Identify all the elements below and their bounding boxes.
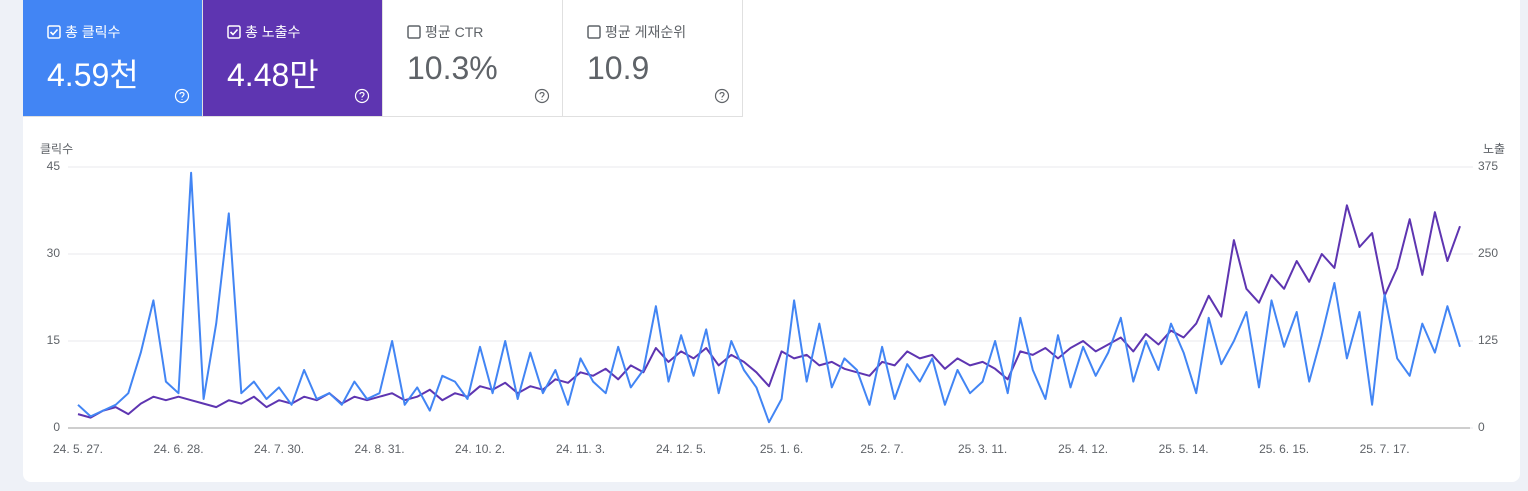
checkbox-box: [407, 25, 421, 39]
help-icon[interactable]: [354, 88, 370, 104]
help-mark: [359, 91, 365, 100]
x-tick-label: 24. 8. 31.: [355, 442, 405, 456]
checkbox: [407, 25, 421, 39]
help-icon[interactable]: [534, 88, 550, 104]
checkmark: [229, 28, 239, 36]
panel: 총 클릭수 4.59천 총 노출수 4.48만 평균 CTR 10.3% 평균 게재순위 10…: [23, 0, 1520, 482]
x-tick-label: 24. 7. 30.: [254, 442, 304, 456]
help-circle: [174, 88, 190, 104]
metric-value: 10.9: [587, 50, 650, 86]
y2-tick-label: 0: [1478, 420, 1485, 434]
y2-tick-label: 125: [1478, 333, 1498, 347]
metric-label: 평균 게재순위: [605, 24, 687, 40]
y-tick-label: 0: [53, 420, 60, 434]
x-tick-label: 24. 6. 28.: [153, 442, 203, 456]
metric-value: 4.48만: [227, 57, 319, 93]
checkbox: [227, 25, 241, 39]
y-tick-label: 15: [47, 333, 61, 347]
help-circle: [714, 88, 730, 104]
x-tick-label: 24. 10. 2.: [455, 442, 505, 456]
y-tick-label: 45: [47, 159, 61, 173]
x-tick-label: 24. 12. 5.: [656, 442, 706, 456]
x-tick-label: 25. 5. 14.: [1159, 442, 1209, 456]
metric-label: 총 노출수: [245, 24, 301, 40]
checkbox: [587, 25, 601, 39]
help-circle: [534, 88, 550, 104]
series-line: [77, 204, 1461, 419]
help-icon[interactable]: [174, 88, 190, 104]
y-tick-label: 30: [47, 246, 61, 260]
x-tick-label: 25. 7. 17.: [1360, 442, 1410, 456]
x-tick-label: 25. 4. 12.: [1058, 442, 1108, 456]
y2-tick-label: 250: [1478, 246, 1498, 260]
series-line: [77, 171, 1461, 424]
metric-label: 총 클릭수: [65, 24, 121, 40]
y2-axis-title: 노출: [1483, 142, 1505, 156]
y-axis-title: 클릭수: [40, 142, 73, 156]
x-tick-label: 24. 5. 27.: [53, 442, 103, 456]
help-mark: [179, 91, 185, 100]
metric-value: 10.3%: [407, 50, 498, 86]
checkbox-box: [587, 25, 601, 39]
x-tick-label: 25. 6. 15.: [1259, 442, 1309, 456]
metric-label: 평균 CTR: [425, 24, 484, 40]
x-tick-label: 25. 2. 7.: [860, 442, 903, 456]
help-mark: [719, 91, 725, 100]
x-tick-label: 24. 11. 3.: [556, 442, 605, 456]
metric-value: 4.59천: [47, 57, 139, 93]
checkbox-box: [47, 25, 61, 39]
metric-card[interactable]: 평균 CTR 10.3%: [383, 0, 563, 117]
checkbox-box: [227, 25, 241, 39]
x-tick-label: 25. 3. 11.: [958, 442, 1007, 456]
metric-card[interactable]: 총 클릭수 4.59천: [23, 0, 203, 117]
y2-tick-label: 375: [1478, 159, 1498, 173]
help-circle: [354, 88, 370, 104]
x-tick-label: 25. 1. 6.: [760, 442, 803, 456]
help-icon[interactable]: [714, 88, 730, 104]
metric-card[interactable]: 평균 게재순위 10.9: [563, 0, 743, 117]
help-mark: [539, 91, 545, 100]
checkmark: [49, 28, 59, 36]
metric-card[interactable]: 총 노출수 4.48만: [203, 0, 383, 117]
checkbox: [47, 25, 61, 39]
